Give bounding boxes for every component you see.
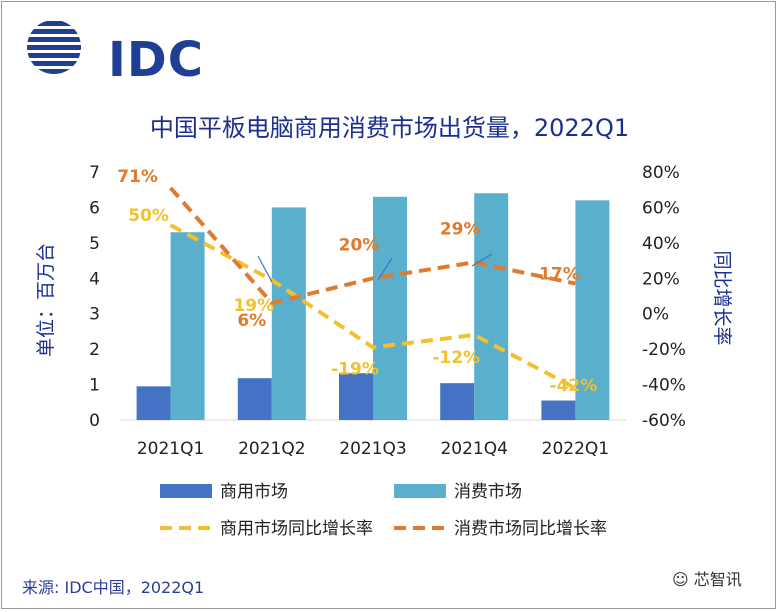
idc-logo: IDC	[24, 18, 204, 86]
bar-commercial	[440, 383, 475, 420]
label-commercial-growth: -19%	[331, 359, 379, 379]
y2-tick-label: 0%	[642, 305, 669, 325]
logo-text: IDC	[108, 32, 204, 88]
legend-label: 消费市场同比增长率	[454, 519, 607, 539]
label-commercial-growth: -42%	[550, 376, 598, 396]
y2-tick-label: 60%	[642, 198, 680, 218]
globe-icon	[27, 21, 81, 74]
y2-axis-title: 同比增长率	[711, 250, 733, 345]
chart-title: 中国平板电脑商用消费市场出货量，2022Q1	[149, 114, 630, 142]
y2-tick-label: 20%	[642, 269, 680, 289]
legend-label: 商用市场	[220, 482, 288, 502]
label-consumer-growth: 29%	[440, 219, 481, 239]
y2-tick-label: 80%	[642, 163, 680, 183]
label-consumer-growth: 20%	[339, 235, 380, 255]
bar-consumer	[373, 196, 407, 420]
legend-label: 消费市场	[454, 482, 522, 502]
source-note: 来源: IDC中国，2022Q1	[22, 578, 205, 597]
y-tick-label: 0	[89, 411, 100, 431]
label-consumer-growth: 71%	[117, 167, 158, 187]
y2-tick-label: 40%	[642, 234, 680, 254]
x-tick-label: 2021Q3	[339, 439, 406, 459]
x-tick-label: 2022Q1	[542, 439, 609, 459]
leader-line	[377, 257, 393, 281]
legend-swatch	[394, 484, 446, 498]
bar-consumer	[474, 193, 509, 420]
y-axis-title: 单位：百万台	[35, 243, 57, 357]
legend-label: 商用市场同比增长率	[220, 519, 373, 539]
x-tick-label: 2021Q4	[440, 439, 507, 459]
bar-commercial	[339, 373, 373, 420]
line-consumer-growth	[169, 186, 576, 306]
y-tick-label: 7	[89, 163, 100, 183]
label-commercial-growth: 19%	[233, 296, 274, 316]
label-consumer-growth: 6%	[237, 311, 266, 331]
bar-commercial	[237, 378, 272, 420]
label-consumer-growth: 17%	[539, 265, 580, 285]
y-tick-label: 3	[89, 305, 100, 325]
y-tick-label: 1	[89, 376, 100, 396]
leader-line	[471, 253, 493, 267]
bar-commercial	[136, 386, 171, 420]
y-tick-label: 2	[89, 340, 100, 360]
label-commercial-growth: 50%	[128, 206, 169, 226]
y-tick-label: 5	[89, 234, 100, 254]
watermark-text: 芯智讯	[693, 570, 742, 589]
watermark: ☺ 芯智讯	[672, 566, 742, 590]
y-tick-label: 4	[89, 269, 100, 289]
bar-consumer	[575, 200, 610, 420]
y-tick-label: 6	[89, 198, 100, 218]
x-tick-label: 2021Q2	[238, 439, 305, 459]
bar-consumer	[271, 207, 306, 420]
y2-tick-label: -60%	[642, 411, 686, 431]
leader-line	[257, 255, 273, 283]
x-tick-label: 2021Q1	[137, 439, 204, 459]
legend-swatch	[160, 484, 212, 498]
y2-tick-label: -40%	[642, 376, 686, 396]
label-commercial-growth: -12%	[432, 348, 480, 368]
bar-commercial	[541, 400, 576, 420]
y2-tick-label: -20%	[642, 340, 686, 360]
wechat-icon: ☺	[672, 570, 689, 589]
bar-consumer	[170, 232, 205, 420]
